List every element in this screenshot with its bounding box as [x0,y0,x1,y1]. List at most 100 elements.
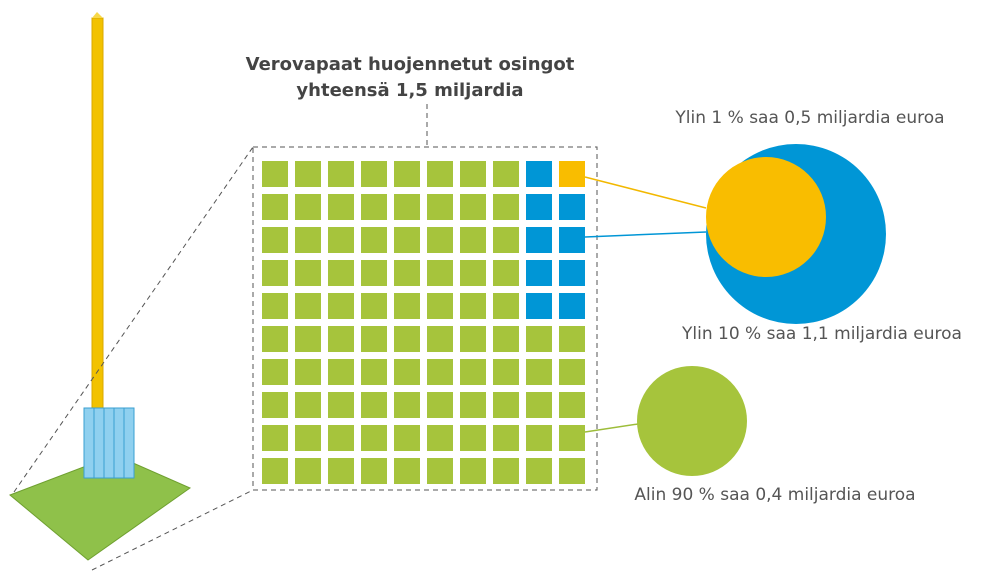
grid-square [262,359,288,385]
grid-square [361,458,387,484]
grid-square [262,425,288,451]
grid-square [394,194,420,220]
grid-square [526,359,552,385]
grid-square [559,425,585,451]
pyramid-illustration [10,12,190,560]
title: Verovapaat huojennetut osingot [246,54,575,75]
grid-square [460,425,486,451]
grid-square [295,458,321,484]
grid-square [427,293,453,319]
grid-square [493,293,519,319]
grid-square [328,194,354,220]
grid-square [427,359,453,385]
label: Ylin 10 % saa 1,1 miljardia euroa [681,324,962,344]
grid-square [262,227,288,253]
grid-square [361,392,387,418]
grid-square [493,425,519,451]
label: Alin 90 % saa 0,4 miljardia euroa [634,485,915,505]
grid-square [493,260,519,286]
grid-square [328,326,354,352]
grid-square [328,227,354,253]
grid-square [361,161,387,187]
grid-square [493,392,519,418]
grid-square [460,260,486,286]
grid-square [559,458,585,484]
grid-square [394,161,420,187]
grid-square [295,293,321,319]
grid-square [295,326,321,352]
grid-square [559,194,585,220]
grid-square [361,359,387,385]
grid-square [493,161,519,187]
grid-square [460,392,486,418]
grid-square [361,326,387,352]
grid-square [493,458,519,484]
grid-square [295,359,321,385]
grid-square [460,359,486,385]
grid-square [394,425,420,451]
grid-square [262,458,288,484]
grid-square [328,458,354,484]
grid-square [559,161,585,187]
grid-square [460,194,486,220]
grid-square [559,326,585,352]
grid-square [493,227,519,253]
grid-square [460,227,486,253]
grid-square [526,425,552,451]
grid-square [460,161,486,187]
connector [585,177,706,208]
grid-square [262,194,288,220]
grid-square [427,326,453,352]
grid-square [559,392,585,418]
grid-square [427,194,453,220]
grid-square [328,392,354,418]
grid-square [526,293,552,319]
circle-bottom90 [637,366,747,476]
grid-square [394,458,420,484]
circle-top1 [706,157,826,277]
connector [585,232,706,237]
grid-square [460,293,486,319]
grid-square [262,161,288,187]
infographic: Verovapaat huojennetut osingot yhteensä … [0,0,982,576]
grid-square [526,194,552,220]
grid-square [526,161,552,187]
title: yhteensä 1,5 miljardia [296,80,523,101]
grid-square [295,425,321,451]
grid-square [559,260,585,286]
grid-square [328,293,354,319]
grid-square [394,392,420,418]
grid-square [526,326,552,352]
grid-square [493,194,519,220]
grid-square [427,458,453,484]
grid-square [493,359,519,385]
grid-square [526,458,552,484]
grid-square [361,425,387,451]
connector [585,424,638,432]
grid-square [559,359,585,385]
grid-square [295,161,321,187]
grid-square [262,293,288,319]
grid-square [361,227,387,253]
grid-square [526,392,552,418]
grid-square [427,392,453,418]
grid-square [427,227,453,253]
waffle-grid [262,161,585,484]
grid-square [394,260,420,286]
grid-square [262,260,288,286]
grid-square [361,293,387,319]
grid-square [394,293,420,319]
grid-square [460,458,486,484]
grid-square [295,194,321,220]
label: Ylin 1 % saa 0,5 miljardia euroa [674,108,944,128]
grid-square [559,227,585,253]
grid-square [493,326,519,352]
grid-square [361,260,387,286]
grid-square [427,260,453,286]
grid-square [427,161,453,187]
grid-square [262,326,288,352]
grid-square [262,392,288,418]
grid-square [394,359,420,385]
grid-square [295,227,321,253]
grid-square [328,260,354,286]
